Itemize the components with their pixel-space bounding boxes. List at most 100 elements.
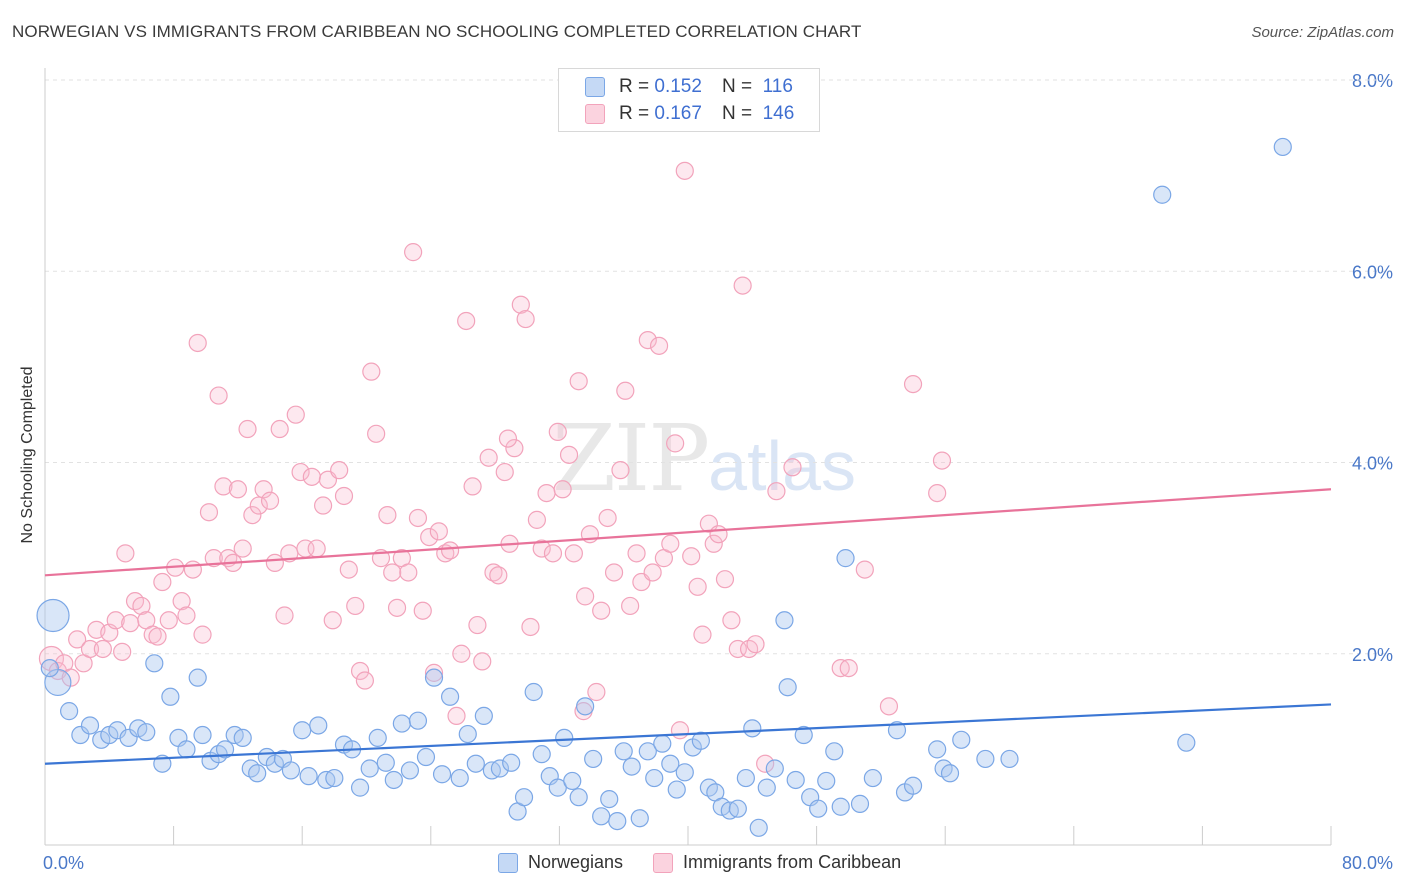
- caribbean-point: [172, 592, 191, 611]
- norwegian-point: [188, 668, 207, 687]
- norwegian-point: [794, 725, 813, 745]
- caribbean-point: [767, 482, 786, 501]
- caribbean-point: [670, 721, 690, 740]
- norwegian-point: [514, 788, 534, 807]
- caribbean-point: [209, 386, 228, 405]
- norwegian-point: [36, 598, 70, 633]
- chart-title: NORWEGIAN VS IMMIGRANTS FROM CARIBBEAN N…: [12, 22, 862, 41]
- norwegian-point: [757, 778, 776, 797]
- caribbean-point: [537, 484, 556, 503]
- y-tick-label: 8.0%: [1352, 71, 1393, 91]
- caribbean-point: [621, 596, 640, 616]
- norwegian-point: [384, 770, 403, 790]
- caribbean-point: [715, 570, 735, 589]
- norwegian-point: [215, 740, 235, 759]
- norwegian-point: [281, 761, 301, 780]
- norwegian-point: [661, 754, 680, 773]
- caribbean-point: [404, 243, 423, 262]
- caribbean-point: [355, 671, 374, 690]
- norwegian-point: [592, 807, 611, 826]
- caribbean-point: [855, 560, 874, 579]
- norwegian-point: [584, 749, 603, 769]
- norwegian-trendline: [44, 703, 1332, 765]
- caribbean-point: [604, 563, 624, 582]
- norwegian-point: [233, 728, 252, 748]
- caribbean-point: [722, 611, 741, 630]
- caribbean-point: [424, 663, 444, 682]
- bottom-legend: Norwegians Immigrants from Caribbean: [498, 852, 931, 873]
- norwegian-point: [576, 697, 595, 716]
- norwegian-point: [360, 759, 379, 778]
- norwegian-point: [466, 754, 485, 773]
- watermark-zip: ZIP: [552, 405, 710, 512]
- caribbean-point: [839, 658, 858, 678]
- norwegian-point: [728, 799, 747, 818]
- caribbean-point: [270, 419, 289, 439]
- legend-row-caribbean: R = 0.167 N = 146: [585, 101, 794, 127]
- norwegian-point: [416, 747, 436, 767]
- norwegian-point: [474, 706, 493, 726]
- bottom-legend-label: Norwegians: [528, 852, 624, 872]
- caribbean-point: [879, 697, 899, 716]
- norwegian-point: [563, 771, 582, 791]
- norwegian-point: [850, 794, 870, 813]
- caribbean-point: [649, 336, 669, 355]
- caribbean-point: [153, 572, 172, 592]
- legend-r-label: R =: [619, 103, 650, 124]
- caribbean-point: [183, 560, 202, 579]
- caribbean-point: [598, 508, 617, 528]
- caribbean-point: [527, 510, 546, 529]
- caribbean-point: [682, 547, 701, 566]
- norwegian-point: [817, 771, 836, 791]
- caribbean-point: [177, 606, 196, 625]
- norwegian-point: [325, 768, 344, 788]
- caribbean-point: [576, 587, 595, 606]
- caribbean-point: [564, 544, 583, 563]
- caribbean-point: [346, 596, 365, 616]
- norwegian-point: [193, 725, 212, 745]
- norwegian-point: [1177, 733, 1196, 752]
- norwegian-point: [350, 778, 370, 797]
- norwegian-point: [675, 763, 694, 782]
- bottom-legend-label: Immigrants from Caribbean: [683, 852, 902, 872]
- norwegian-point: [1000, 749, 1019, 769]
- caribbean-point: [675, 161, 694, 180]
- norwegian-point: [836, 549, 855, 568]
- caribbean-point: [387, 598, 407, 617]
- norwegian-point: [809, 799, 828, 818]
- caribbean-point: [521, 617, 540, 637]
- caribbean-point: [80, 639, 100, 659]
- norwegian-point: [400, 761, 420, 780]
- bottom-legend-norwegians: Norwegians: [498, 852, 623, 873]
- caribbean-point: [666, 434, 685, 453]
- y-tick-label: 4.0%: [1352, 454, 1393, 474]
- caribbean-point: [193, 625, 212, 644]
- legend-n-label: N =: [721, 103, 753, 124]
- legend-row-norwegians: R = 0.152 N = 116: [585, 74, 793, 100]
- caribbean-point: [383, 563, 402, 582]
- caribbean-point: [592, 601, 611, 620]
- norwegian-point: [408, 711, 428, 730]
- norwegian-point: [293, 721, 312, 740]
- caribbean-point: [932, 451, 952, 470]
- norwegian-point: [368, 728, 387, 748]
- caribbean-point: [334, 486, 354, 506]
- caribbean-point: [688, 577, 707, 596]
- norwegian-point: [60, 702, 79, 721]
- norwegian-point: [653, 734, 672, 753]
- norwegian-point: [887, 721, 907, 740]
- caribbean-point: [569, 372, 588, 391]
- caribbean-point: [457, 311, 476, 331]
- norwegian-point: [71, 725, 90, 745]
- norwegian-point: [137, 723, 156, 742]
- caribbean-point: [489, 566, 508, 585]
- caribbean-point: [159, 611, 178, 630]
- caribbean-point: [611, 461, 630, 480]
- norwegian-point: [458, 724, 477, 744]
- caribbean-point: [484, 563, 503, 582]
- norwegian-point: [424, 668, 444, 687]
- caribbean-point: [479, 448, 498, 467]
- watermark-atlas: atlas: [708, 427, 857, 505]
- norwegian-point: [161, 687, 180, 706]
